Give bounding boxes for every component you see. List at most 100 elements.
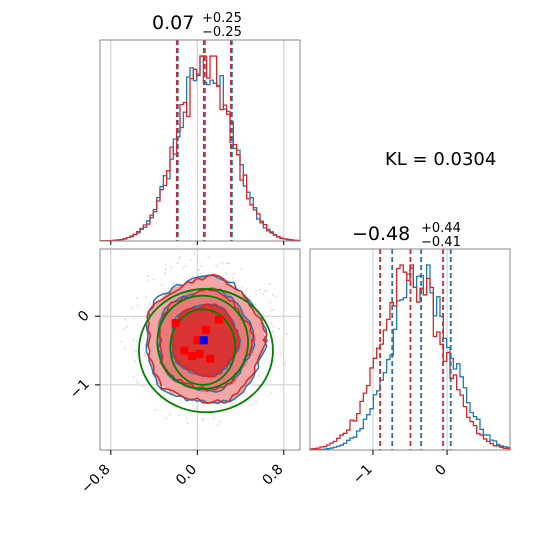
scatter-point: [185, 418, 188, 421]
scatter-point: [135, 339, 138, 342]
scatter-point: [225, 272, 228, 275]
scatter-point: [125, 325, 128, 328]
scatter-point: [271, 330, 274, 333]
x-tick-label: 0.8: [260, 462, 287, 489]
scatter-point: [142, 348, 145, 351]
scatter-point: [176, 262, 179, 265]
scatter-point: [271, 308, 274, 311]
scatter-point: [243, 392, 246, 395]
scatter-point: [147, 279, 150, 282]
scatter-point: [257, 374, 260, 377]
scatter-point: [268, 282, 271, 285]
scatter-point: [143, 354, 146, 357]
red-contour-line: [171, 303, 241, 378]
scatter-point: [271, 293, 274, 296]
scatter-point: [160, 283, 163, 286]
param2-title-minus: −0.41: [421, 235, 461, 250]
scatter-point: [200, 265, 203, 268]
scatter-point: [132, 339, 135, 342]
scatter-point: [241, 286, 244, 289]
scatter-point: [182, 266, 185, 269]
red-marker: [214, 315, 223, 324]
scatter-point: [179, 398, 182, 401]
param2-hist-panel: [309, 248, 511, 451]
x-tick-label: 0: [432, 462, 450, 480]
param1-title: 0.07: [152, 12, 194, 34]
scatter-point: [143, 352, 146, 355]
red-marker: [195, 349, 204, 358]
scatter-point: [132, 375, 135, 378]
scatter-point: [191, 275, 194, 278]
scatter-point: [134, 350, 137, 353]
param1-hist-panel: [99, 39, 301, 242]
contour-panel: [99, 248, 301, 451]
scatter-point: [270, 374, 273, 377]
scatter-point: [240, 268, 243, 271]
contour-frame: [99, 248, 301, 451]
scatter-point: [169, 413, 172, 416]
scatter-point: [154, 408, 157, 411]
red-marker: [180, 346, 189, 355]
green-ellipse: [156, 294, 250, 390]
param2-hist-frame: [309, 248, 511, 451]
scatter-point: [227, 262, 230, 265]
scatter-point: [263, 289, 266, 292]
scatter-point: [261, 293, 264, 296]
red-marker: [201, 325, 210, 334]
scatter-point: [144, 296, 147, 299]
scatter-point: [136, 351, 139, 354]
scatter-point: [201, 418, 204, 421]
scatter-point: [178, 256, 181, 259]
scatter-point: [221, 262, 224, 265]
scatter-point: [123, 317, 126, 320]
scatter-point: [136, 304, 139, 307]
scatter-point: [193, 252, 196, 255]
scatter-point: [123, 327, 126, 330]
scatter-point: [212, 417, 215, 420]
scatter-point: [177, 414, 180, 417]
green-ellipse: [138, 287, 274, 414]
scatter-point: [219, 404, 222, 407]
param1-title-minus: −0.25: [202, 25, 242, 40]
scatter-point: [190, 258, 193, 261]
scatter-point: [187, 401, 190, 404]
scatter-point: [215, 264, 218, 267]
scatter-point: [226, 410, 229, 413]
scatter-point: [228, 262, 231, 265]
scatter-point: [135, 380, 138, 383]
scatter-point: [164, 268, 167, 271]
x-tick-label: −0.8: [78, 462, 113, 497]
scatter-point: [272, 325, 275, 328]
scatter-point: [143, 343, 146, 346]
scatter-point: [270, 323, 273, 326]
scatter-point: [132, 317, 135, 320]
scatter-point: [131, 307, 134, 310]
scatter-point: [231, 402, 234, 405]
scatter-point: [135, 296, 138, 299]
scatter-point: [141, 385, 144, 388]
scatter-point: [232, 277, 235, 280]
scatter-point: [254, 303, 257, 306]
blue-histogram: [99, 55, 301, 242]
red-histogram: [99, 55, 301, 242]
scatter-point: [269, 301, 272, 304]
scatter-point: [216, 423, 219, 426]
scatter-point: [255, 293, 258, 296]
scatter-point: [277, 327, 280, 330]
scatter-point: [178, 257, 181, 260]
red-marker: [187, 352, 196, 361]
scatter-point: [161, 290, 164, 293]
kl-annotation: KL = 0.0304: [385, 149, 496, 170]
red-marker: [206, 354, 215, 363]
scatter-point: [120, 340, 123, 343]
scatter-point: [219, 420, 222, 423]
scatter-point: [169, 266, 172, 269]
scatter-point: [258, 288, 261, 291]
scatter-point: [164, 263, 167, 266]
scatter-point: [285, 333, 288, 336]
scatter-point: [148, 301, 151, 304]
red-marker: [171, 319, 180, 328]
green-ellipse: [169, 308, 237, 386]
scatter-point: [194, 408, 197, 411]
